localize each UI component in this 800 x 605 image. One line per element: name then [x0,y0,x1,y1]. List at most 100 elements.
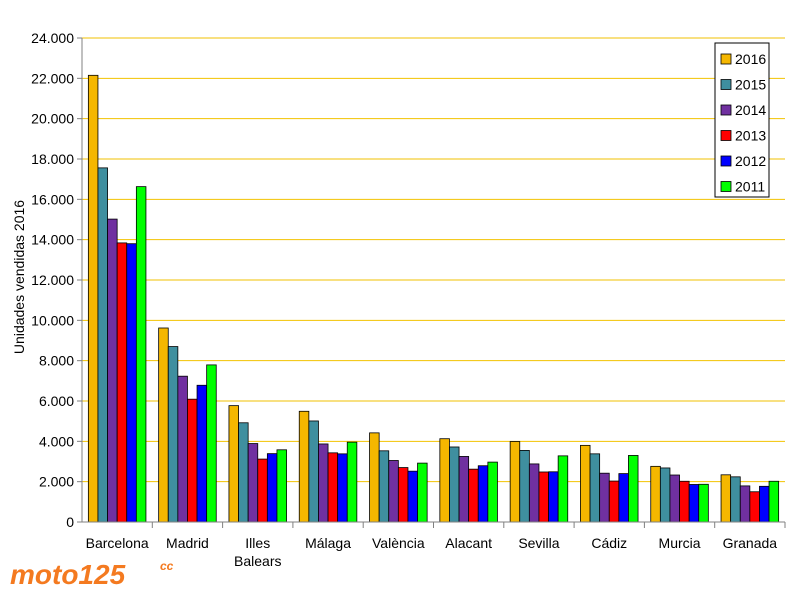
bar [388,460,399,523]
bar [135,186,147,523]
y-tick-label: 0 [66,514,74,530]
y-tick-label: 8.000 [39,353,74,369]
x-tick-label: Málaga [305,535,351,551]
legend-swatch [720,155,732,167]
y-tick-label: 12.000 [31,272,74,288]
legend-swatch [720,104,732,116]
bar [158,327,169,523]
bar [177,375,188,523]
legend-label: 2012 [735,153,766,169]
y-tick-label: 18.000 [31,151,74,167]
legend-swatch [720,79,732,90]
bar [266,453,278,523]
x-tick-label: Murcia [659,535,701,551]
legend-label: 2011 [735,179,765,195]
legend-box [714,42,770,198]
moto125-logo: moto125 cc [10,559,174,590]
legend-swatch [720,130,732,141]
bar [308,420,319,523]
bar [327,452,339,523]
bar [337,453,348,523]
y-tick-label: 24.000 [31,30,74,46]
bar [458,456,470,523]
bar [417,462,428,523]
y-tick-label: 22.000 [31,70,74,86]
x-tick-label: Alacant [445,535,492,551]
bar [187,398,198,523]
bar [528,463,540,523]
bar [669,474,680,523]
bar [97,167,108,523]
y-tick-label: 16.000 [31,191,74,207]
x-tick-label: Granada [723,535,778,551]
bar [407,470,418,523]
legend: 2016 2015 2014 2013 2012 2011 [714,42,770,198]
legend-swatch [720,53,732,65]
logo-suffix: cc [160,559,174,573]
bar [659,467,671,523]
bar [397,467,409,523]
y-tick-label: 14.000 [31,232,74,248]
bar [126,243,137,523]
bar [759,485,770,523]
y-axis-label: Unidades vendidas 2016 [11,200,27,354]
bar [247,443,259,523]
legend-label: 2013 [735,128,766,144]
bar [688,484,700,523]
bar [679,480,690,523]
bar [589,453,601,523]
bar [468,468,479,523]
x-tick-label: Cádiz [591,535,627,551]
bar [449,446,460,523]
legend-label: 2014 [735,102,766,118]
bar [739,485,751,523]
axes [77,37,786,528]
bar [509,441,521,523]
tick-labels: 0 2.000 4.000 6.000 8.000 10.000 12.000 14.000 1… [31,30,777,569]
x-tick-label: Balears [234,553,281,569]
bar [557,455,569,523]
x-tick-label: Madrid [166,535,209,551]
bar [87,74,99,523]
bar [768,480,780,523]
x-tick-label: Illes [245,535,270,551]
bar [276,449,287,523]
y-tick-label: 20.000 [31,111,74,127]
bar [749,491,760,523]
x-tick-label: València [372,535,425,551]
bar [318,443,329,523]
bar [519,450,530,523]
y-tick-label: 2.000 [39,474,74,490]
bar [107,218,118,523]
x-tick-label: Sevilla [518,535,559,551]
y-tick-label: 4.000 [39,433,74,449]
bar [720,474,732,523]
legend-label: 2015 [735,77,766,93]
bar [298,410,310,523]
bar [628,455,639,523]
bar [618,473,629,523]
bar [116,242,128,523]
bar [698,483,709,523]
bar [599,472,610,523]
x-tick-label: Barcelona [86,535,149,551]
bars [87,74,780,523]
bar [346,441,358,523]
legend-label: 2016 [735,51,766,67]
bar [167,346,179,523]
bar [477,465,489,523]
bar [580,444,591,523]
bar [730,476,741,523]
bar [650,465,661,523]
bar [369,432,380,523]
bar [206,364,217,523]
y-tick-label: 10.000 [31,312,74,328]
bar [608,480,620,523]
legend-swatch [720,181,732,192]
bar [238,422,249,523]
bar [538,471,549,523]
bar [196,384,208,523]
bar [439,438,450,523]
